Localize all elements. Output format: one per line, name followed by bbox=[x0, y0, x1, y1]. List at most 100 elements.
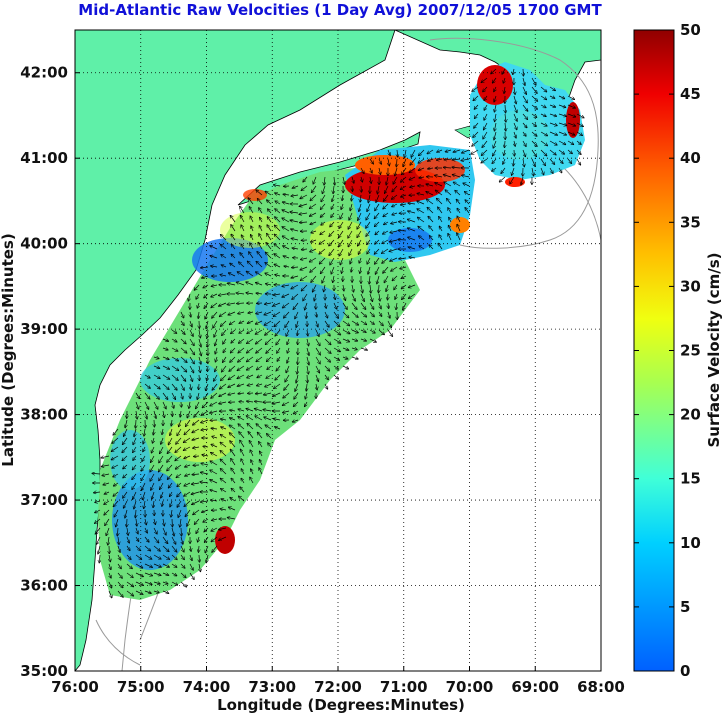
velocity-arrow bbox=[117, 581, 123, 588]
velocity-arrow bbox=[204, 302, 209, 308]
velocity-arrow bbox=[264, 393, 272, 395]
velocity-arrow bbox=[419, 149, 425, 155]
x-tick-label: 70:00 bbox=[446, 678, 494, 696]
velocity-arrow bbox=[410, 158, 416, 165]
velocity-arrow bbox=[307, 329, 308, 336]
velocity-arrow bbox=[257, 365, 263, 370]
velocity-arrow bbox=[207, 329, 208, 338]
velocity-arrow bbox=[201, 419, 209, 423]
velocity-arrow bbox=[210, 256, 218, 259]
velocity-arrow bbox=[180, 518, 181, 527]
velocity-arrow bbox=[375, 257, 380, 264]
velocity-arrow bbox=[198, 536, 199, 542]
velocity-arrow bbox=[352, 176, 354, 183]
velocity-arrow bbox=[212, 545, 218, 552]
velocity-arrow bbox=[418, 158, 425, 163]
velocity-arrow bbox=[238, 312, 245, 314]
velocity-arrow bbox=[455, 191, 461, 196]
velocity-arrow bbox=[104, 492, 110, 494]
velocity-arrow bbox=[275, 275, 281, 276]
velocity-arrow bbox=[305, 401, 307, 406]
velocity-arrow bbox=[522, 113, 527, 119]
velocity-arrow bbox=[402, 167, 407, 175]
velocity-arrow bbox=[348, 239, 353, 247]
velocity-arrow bbox=[135, 572, 143, 577]
velocity-arrow bbox=[284, 383, 290, 390]
velocity-arrow bbox=[329, 230, 335, 236]
velocity-arrow bbox=[162, 536, 168, 543]
velocity-arrow bbox=[320, 266, 326, 274]
velocity-arrow bbox=[301, 284, 308, 291]
velocity-arrow bbox=[427, 208, 434, 214]
velocity-arrow bbox=[255, 393, 263, 394]
velocity-arrow bbox=[228, 374, 236, 380]
velocity-arrow bbox=[230, 216, 236, 223]
velocity-arrow bbox=[153, 554, 161, 559]
velocity-arrow bbox=[189, 374, 193, 381]
velocity-arrow bbox=[492, 77, 497, 83]
velocity-arrow bbox=[334, 176, 335, 185]
velocity-arrow bbox=[116, 518, 119, 527]
velocity-arrow bbox=[369, 311, 374, 317]
velocity-arrow bbox=[297, 365, 298, 374]
velocity-arrow bbox=[283, 392, 290, 398]
velocity-arrow bbox=[199, 563, 200, 572]
velocity-arrow bbox=[369, 329, 375, 333]
velocity-arrow bbox=[398, 230, 407, 231]
velocity-arrow bbox=[223, 356, 227, 362]
velocity-arrow bbox=[484, 95, 488, 100]
velocity-arrow bbox=[248, 432, 254, 439]
velocity-arrow bbox=[465, 200, 470, 205]
velocity-arrow bbox=[351, 302, 357, 309]
velocity-arrow bbox=[290, 212, 299, 213]
velocity-arrow bbox=[178, 509, 182, 517]
velocity-arrow bbox=[418, 168, 425, 170]
velocity-arrow bbox=[375, 230, 380, 235]
velocity-arrow bbox=[171, 329, 177, 333]
velocity-arrow bbox=[97, 536, 101, 544]
velocity-arrow bbox=[229, 507, 236, 511]
velocity-arrow bbox=[325, 302, 326, 308]
velocity-arrow bbox=[387, 320, 391, 327]
velocity-arrow bbox=[162, 383, 169, 389]
x-axis-label: Longitude (Degrees:Minutes) bbox=[217, 696, 465, 714]
velocity-arrow bbox=[522, 122, 527, 128]
velocity-arrow bbox=[360, 320, 366, 324]
colorbar-tick-label: 10 bbox=[680, 534, 701, 552]
velocity-arrow bbox=[162, 392, 168, 399]
velocity-arrow bbox=[419, 177, 425, 178]
velocity-arrow bbox=[211, 536, 218, 542]
velocity-arrow bbox=[352, 284, 354, 292]
velocity-arrow bbox=[300, 266, 308, 270]
velocity-arrow bbox=[180, 347, 187, 353]
map-panel bbox=[75, 30, 601, 671]
velocity-arrow bbox=[134, 428, 136, 437]
velocity-arrow bbox=[531, 131, 537, 136]
velocity-arrow bbox=[210, 401, 218, 406]
velocity-arrow bbox=[241, 235, 245, 241]
velocity-arrow bbox=[324, 176, 325, 185]
velocity-arrow bbox=[418, 217, 425, 223]
velocity-arrow bbox=[315, 365, 319, 373]
velocity-arrow bbox=[171, 347, 178, 351]
velocity-arrow bbox=[292, 248, 299, 249]
y-tick-label: 36:00 bbox=[20, 577, 68, 595]
velocity-arrow bbox=[202, 276, 209, 278]
velocity-arrow bbox=[324, 329, 330, 336]
velocity-arrow bbox=[95, 518, 101, 523]
velocity-arrow bbox=[192, 500, 200, 504]
velocity-arrow bbox=[284, 266, 290, 267]
velocity-arrow bbox=[291, 195, 299, 196]
velocity-arrow bbox=[135, 581, 143, 585]
velocity-arrow bbox=[189, 527, 190, 535]
velocity-arrow bbox=[411, 149, 416, 157]
x-tick-label: 76:00 bbox=[51, 678, 99, 696]
velocity-arrow bbox=[189, 572, 194, 579]
velocity-arrow bbox=[231, 338, 236, 343]
velocity-arrow bbox=[392, 185, 398, 192]
velocity-arrow bbox=[162, 374, 170, 379]
velocity-arrow bbox=[143, 446, 145, 452]
velocity-arrow bbox=[153, 545, 160, 551]
velocity-arrow bbox=[264, 320, 272, 325]
velocity-arrow bbox=[474, 113, 479, 118]
